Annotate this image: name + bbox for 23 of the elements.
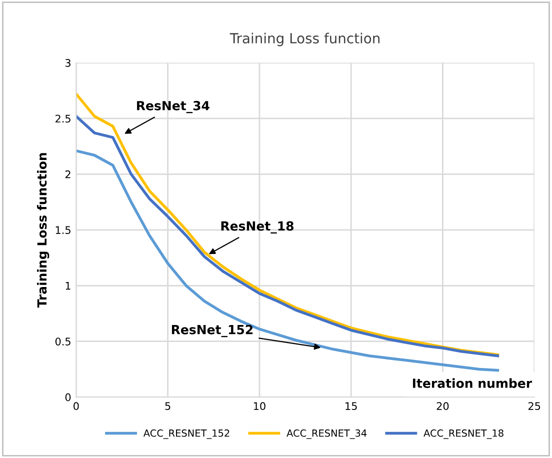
annotation: ResNet_152 — [172, 324, 253, 338]
y-axis-title: Training Loss function — [37, 153, 50, 308]
y-tick-label: 1 — [66, 282, 70, 290]
y-tick-label: 2.5 — [56, 114, 70, 123]
x-tick-label: 15 — [346, 402, 357, 410]
x-tick-label: 20 — [436, 402, 449, 410]
y-tick-label: 3 — [65, 58, 70, 67]
annotation: ResNet_18 — [221, 221, 294, 234]
y-tick-label: 2 — [65, 170, 70, 178]
line-series — [76, 149, 500, 372]
annotation: ResNet_34 — [137, 100, 210, 114]
y-tick-label: 1.5 — [56, 226, 70, 234]
y-tick-label: 0.5 — [55, 338, 70, 346]
legend-label: ACC_RESNET_152 — [143, 429, 230, 439]
chart-title: Training Loss function — [230, 32, 380, 46]
x-axis-title: Iteration number — [412, 378, 532, 388]
y-tick-label: 0 — [65, 393, 71, 402]
x-tick-label: 10 — [254, 402, 266, 410]
legend-label: ACC_RESNET_18 — [424, 429, 504, 439]
legend-label: ACC_RESNET_34 — [286, 429, 367, 439]
x-tick-label: 0 — [74, 402, 79, 410]
x-tick-label: 5 — [165, 402, 170, 410]
x-tick-label: 25 — [528, 402, 540, 410]
